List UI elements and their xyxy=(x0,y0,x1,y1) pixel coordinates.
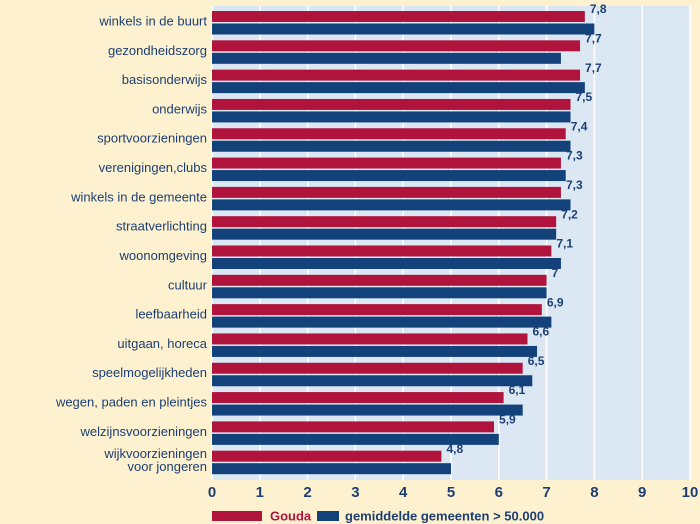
bar xyxy=(212,304,542,316)
category-label: woonomgeving xyxy=(119,248,207,263)
legend-label: gemiddelde gemeenten > 50.000 xyxy=(345,508,544,523)
bar xyxy=(212,375,533,387)
value-label: 7,4 xyxy=(571,119,588,133)
bar xyxy=(212,23,595,35)
value-label: 6,5 xyxy=(528,354,545,368)
bar xyxy=(212,274,547,286)
x-tick-label: 3 xyxy=(351,484,359,501)
bar xyxy=(212,245,552,257)
category-label: sportvoorzieningen xyxy=(97,131,207,146)
x-tick-label: 2 xyxy=(303,484,311,501)
category-label: welzijnsvoorzieningen xyxy=(80,424,207,439)
category-label: speelmogelijkheden xyxy=(92,365,207,380)
category-label: gezondheidszorg xyxy=(108,43,207,58)
value-label: 5,9 xyxy=(499,413,516,427)
category-label: wegen, paden en pleintjes xyxy=(55,395,208,410)
x-tick-label: 6 xyxy=(495,484,503,501)
bar xyxy=(212,111,571,123)
value-label: 7,7 xyxy=(585,31,602,45)
legend-swatch xyxy=(317,511,339,521)
bar xyxy=(212,199,571,211)
value-label: 6,1 xyxy=(509,383,526,397)
bar xyxy=(212,362,523,374)
category-label: cultuur xyxy=(168,277,208,292)
value-label: 7,3 xyxy=(566,149,583,163)
bar xyxy=(212,287,547,299)
bar xyxy=(212,404,523,416)
bar xyxy=(212,463,451,475)
category-label: basisonderwijs xyxy=(122,72,208,87)
category-label: wijkvoorzieningen voor jongeren xyxy=(103,447,207,475)
bar xyxy=(212,98,571,110)
x-tick-label: 1 xyxy=(256,484,264,501)
value-label: 7,8 xyxy=(590,2,607,16)
x-tick-label: 9 xyxy=(638,484,646,501)
value-label: 6,9 xyxy=(547,295,564,309)
x-tick-label: 5 xyxy=(447,484,455,501)
x-tick-label: 4 xyxy=(399,484,408,501)
bar xyxy=(212,11,585,22)
value-label: 7,7 xyxy=(585,61,602,75)
bar xyxy=(212,69,581,81)
value-label: 7,5 xyxy=(576,90,593,104)
value-label: 7,3 xyxy=(566,178,583,192)
bar xyxy=(212,392,504,404)
bar xyxy=(212,216,557,228)
bar xyxy=(212,40,581,52)
value-label: 6,6 xyxy=(532,325,549,339)
category-label: uitgaan, horeca xyxy=(117,336,207,351)
bar xyxy=(212,157,561,169)
value-label: 7,1 xyxy=(556,237,573,251)
bar xyxy=(212,170,566,182)
x-tick-label: 10 xyxy=(682,484,699,501)
bar xyxy=(212,128,566,140)
category-label: verenigingen,clubs xyxy=(99,160,208,175)
bar xyxy=(212,433,499,445)
bar xyxy=(212,345,538,357)
bar xyxy=(212,258,561,269)
category-label: straatverlichting xyxy=(116,219,207,234)
bar xyxy=(212,52,561,64)
value-label: 4,8 xyxy=(446,442,463,456)
category-label: winkels in de gemeente xyxy=(70,189,207,204)
value-label: 7,2 xyxy=(561,207,578,221)
bar xyxy=(212,333,528,345)
x-tick-label: 8 xyxy=(590,484,598,501)
bar xyxy=(212,316,552,328)
legend-swatch xyxy=(212,511,262,521)
bar xyxy=(212,421,495,433)
category-label: winkels in de buurt xyxy=(98,13,207,28)
bar xyxy=(212,82,585,94)
bar xyxy=(212,450,442,462)
bar xyxy=(212,140,571,152)
x-tick-label: 7 xyxy=(542,484,550,501)
category-label: leefbaarheid xyxy=(135,307,207,322)
category-label: onderwijs xyxy=(152,101,207,116)
legend-label: Gouda xyxy=(270,508,312,523)
value-label: 7 xyxy=(552,266,559,280)
bar xyxy=(212,228,557,240)
bar xyxy=(212,186,561,198)
x-tick-label: 0 xyxy=(208,484,216,501)
